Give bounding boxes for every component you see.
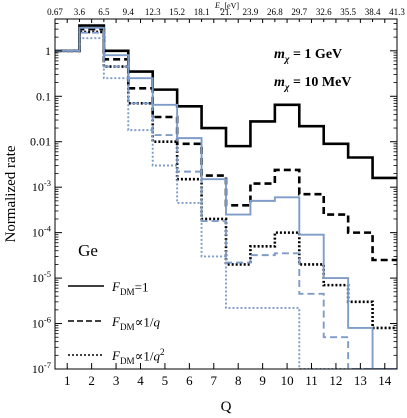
x-tick-label: 3: [113, 373, 120, 388]
top-tick-label: 29.7: [291, 7, 307, 17]
x-tick-label: 10: [281, 373, 294, 388]
legend-label-2: FDM∝1/q2: [111, 347, 165, 366]
top-tick-label: 9.4: [123, 7, 135, 17]
top-tick-label: 3.6: [74, 7, 86, 17]
legend-label-1: FDM∝1/q: [111, 314, 161, 332]
x-tick-label: 8: [235, 373, 242, 388]
top-tick-label: 0.67: [47, 7, 63, 17]
x-tick-label: 12: [329, 373, 342, 388]
top-axis-title: Ee [eV]: [214, 1, 239, 12]
y-tick-label: 10-5: [32, 269, 51, 285]
x-tick-label: 11: [305, 373, 318, 388]
top-tick-label: 18.1: [194, 7, 210, 17]
top-tick-label: 26.8: [267, 7, 283, 17]
x-axis-title: Q: [221, 399, 232, 415]
x-tick-label: 13: [354, 373, 367, 388]
y-tick-label: 10-7: [32, 360, 51, 376]
top-tick-label: 15.2: [169, 7, 185, 17]
ticks-layer: [54, 18, 398, 370]
x-tick-label: 6: [186, 373, 193, 388]
y-tick-label: 10-6: [32, 315, 51, 331]
top-tick-label: 35.5: [340, 7, 356, 17]
top-tick-label: 38.4: [365, 7, 381, 17]
series-layer: [55, 24, 397, 369]
labels-layer: 1 2 3 4 5 6 7 8 9 10 11 12 13 140.67 3.6 6.5 9.4 12.3 15.2…: [3, 1, 405, 415]
x-tick-label: 9: [259, 373, 266, 388]
x-tick-label: 7: [211, 373, 218, 388]
series-line-5: [55, 37, 397, 369]
material-label: Ge: [78, 241, 98, 260]
y-axis-title: Normalized rate: [3, 145, 19, 242]
series-line-3: [55, 26, 397, 369]
top-tick-label: 41.3: [389, 7, 405, 17]
y-tick-label: 10-3: [32, 178, 51, 194]
mass-label-10mev: mχ = 10 MeV: [274, 75, 351, 93]
series-line-0: [55, 24, 397, 180]
mass-label-1gev: mχ = 1 GeV: [274, 47, 342, 65]
legend: FDM=1 FDM∝1/q FDM∝1/q2: [68, 279, 165, 366]
top-tick-label: 21.: [220, 7, 231, 17]
top-tick-label: 23.9: [243, 7, 259, 17]
y-tick-label: 0.1: [36, 89, 51, 103]
legend-label-0: FDM=1: [111, 279, 148, 297]
series-line-4: [55, 31, 397, 369]
series-line-2: [55, 30, 397, 330]
top-tick-label: 32.6: [316, 7, 332, 17]
x-tick-label: 2: [88, 373, 95, 388]
x-tick-label: 14: [378, 373, 392, 388]
top-tick-label: 12.3: [145, 7, 161, 17]
y-tick-label: 10-4: [32, 224, 52, 240]
y-tick-label: 0.01: [30, 135, 51, 149]
x-tick-label: 4: [137, 373, 144, 388]
x-tick-label: 1: [64, 373, 71, 388]
y-tick-label: 1: [45, 44, 51, 58]
x-tick-label: 5: [162, 373, 169, 388]
top-tick-label: 6.5: [98, 7, 110, 17]
